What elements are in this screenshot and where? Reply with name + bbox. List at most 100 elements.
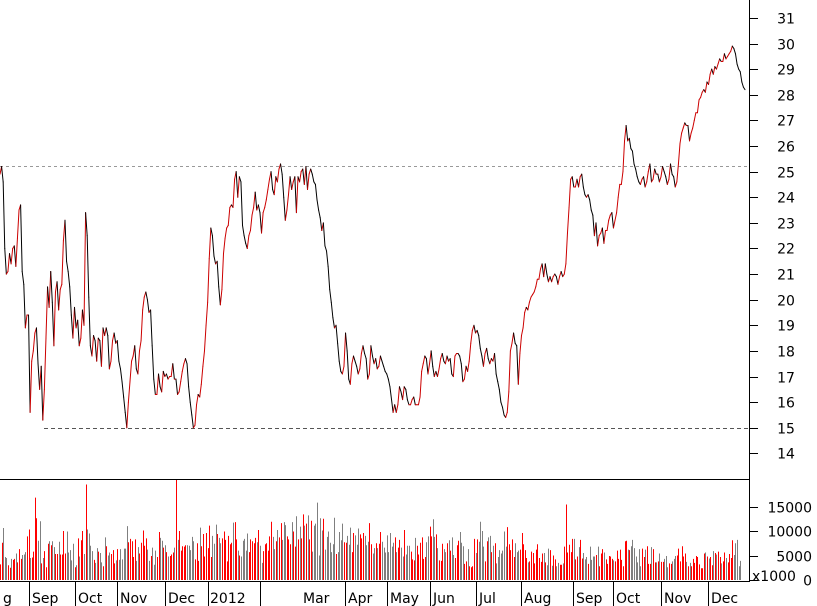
price-segment: [146, 299, 150, 313]
price-segment: [186, 363, 190, 388]
price-segment: [395, 404, 399, 413]
price-segment: [196, 393, 199, 406]
price-segment: [107, 335, 110, 370]
price-segment: [727, 53, 730, 57]
price-segment: [295, 176, 299, 214]
price-segment: [322, 222, 326, 247]
price-segment: [386, 373, 389, 380]
price-segment: [151, 345, 155, 380]
price-segment: [21, 271, 25, 285]
price-segment: [4, 247, 7, 275]
price-panel: [0, 45, 750, 429]
price-segment: [628, 137, 632, 150]
price-segment: [1, 166, 4, 183]
price-segment: [528, 296, 532, 303]
price-tick-label: 26: [777, 140, 795, 156]
price-segment: [557, 276, 561, 285]
month-tick-label: Sep: [32, 591, 59, 606]
price-segment: [389, 386, 393, 401]
price-segment: [267, 178, 270, 191]
price-segment: [307, 173, 310, 191]
price-segment: [86, 235, 90, 298]
price-segment: [568, 178, 572, 208]
price-segment: [314, 183, 318, 201]
price-segment: [722, 53, 725, 62]
price-segment: [446, 355, 450, 362]
price-segment: [261, 212, 264, 234]
price-segment: [289, 176, 293, 191]
price-segment: [402, 386, 405, 401]
price-segment: [495, 373, 499, 383]
price-segment: [432, 365, 435, 378]
price-segment: [662, 166, 665, 173]
price-segment: [37, 363, 41, 390]
price-segment: [172, 363, 175, 380]
price-segment: [462, 378, 465, 383]
price-segment: [74, 306, 77, 329]
price-segment: [521, 327, 524, 337]
price-tick-label: 17: [777, 371, 795, 387]
price-segment: [192, 424, 196, 429]
price-segment: [741, 81, 744, 88]
price-segment: [359, 352, 362, 370]
price-segment: [219, 288, 223, 306]
price-segment: [487, 358, 491, 365]
price-tick-label: 18: [777, 345, 795, 361]
volume-tick-label: 0: [803, 574, 812, 590]
price-segment: [391, 399, 394, 413]
price-segment: [479, 347, 483, 357]
price-segment: [153, 378, 156, 395]
price-segment: [327, 265, 331, 290]
price-segment: [102, 327, 106, 337]
price-segment: [482, 352, 486, 367]
price-segment: [218, 286, 221, 306]
price-segment: [563, 263, 567, 275]
price-segment: [715, 63, 719, 70]
volume-bars: [0, 480, 741, 580]
price-segment: [330, 301, 334, 319]
price-segment: [291, 181, 294, 191]
price-segment: [72, 306, 75, 339]
month-tick-label: g: [3, 591, 12, 606]
price-segment: [589, 199, 592, 211]
price-segment: [127, 381, 131, 403]
price-segment: [150, 309, 153, 347]
price-segment: [394, 404, 397, 413]
price-segment: [381, 360, 385, 367]
price-segment: [449, 358, 453, 375]
price-segment: [631, 150, 635, 165]
price-segment: [346, 350, 350, 380]
price-tick-label: 21: [777, 268, 795, 284]
price-segment: [723, 53, 727, 60]
price-segment: [476, 329, 480, 337]
price-segment: [708, 73, 711, 86]
price-segment: [398, 386, 402, 393]
price-segment: [235, 171, 239, 198]
price-segment: [28, 314, 31, 413]
price-segment: [78, 337, 82, 347]
price-segment: [494, 352, 497, 375]
price-segment: [294, 176, 297, 214]
price-segment: [517, 352, 521, 385]
price-segment: [5, 271, 9, 275]
price-segment: [582, 186, 586, 196]
price-segment: [612, 219, 616, 229]
price-segment: [670, 163, 673, 175]
price-segment: [696, 99, 700, 114]
price-segment: [413, 396, 416, 406]
price-segment: [606, 219, 610, 232]
month-tick-label: May: [390, 591, 419, 606]
price-tick-label: 29: [777, 63, 795, 79]
price-segment: [684, 122, 687, 127]
price-segment: [410, 399, 413, 406]
price-segment: [85, 212, 88, 237]
price-segment: [679, 132, 683, 144]
volume-units-label: x1000: [752, 569, 796, 585]
price-segment: [142, 296, 145, 311]
price-segment: [202, 350, 205, 367]
price-segment: [200, 365, 204, 385]
price-segment: [513, 332, 516, 344]
reference-lines: [0, 166, 750, 429]
price-segment: [137, 350, 140, 375]
price-segment: [555, 276, 559, 285]
